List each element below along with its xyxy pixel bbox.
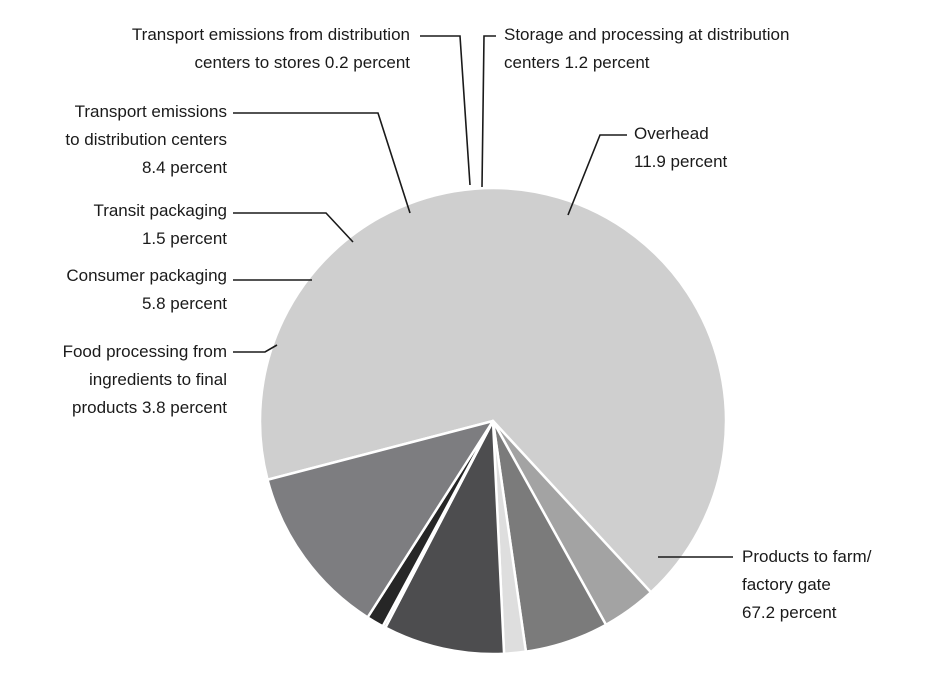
slice-label-line: ingredients to final bbox=[89, 370, 227, 389]
slice-label-line: Overhead bbox=[634, 124, 709, 143]
pie-slice bbox=[266, 419, 495, 619]
slice-label-line: to distribution centers bbox=[65, 130, 227, 149]
slice-label-line: products 3.8 percent bbox=[72, 398, 227, 417]
pie-slice bbox=[258, 186, 728, 594]
slice-label: Consumer packaging 5.8 percent bbox=[66, 266, 227, 313]
leader-line bbox=[567, 134, 627, 216]
slice-label-line: 8.4 percent bbox=[142, 158, 227, 177]
slice-label-line: 1.5 percent bbox=[142, 229, 227, 248]
slice-labels: Products to farm/factory gate 67.2 percen… bbox=[63, 25, 872, 622]
slice-label-line: centers to stores 0.2 percent bbox=[195, 53, 411, 72]
slice-label-line: 5.8 percent bbox=[142, 294, 227, 313]
slice-label-line: Transport emissions from distribution bbox=[132, 25, 410, 44]
slice-label-line: factory gate bbox=[742, 575, 831, 594]
slice-label-line: Food processing from bbox=[63, 342, 227, 361]
slice-label: Products to farm/factory gate 67.2 percen… bbox=[742, 547, 872, 622]
slice-label-line: Transport emissions bbox=[75, 102, 227, 121]
slice-label-line: centers 1.2 percent bbox=[504, 53, 650, 72]
leader-line bbox=[233, 344, 278, 353]
pie-slices bbox=[258, 186, 728, 656]
slice-label-line: 11.9 percent bbox=[634, 152, 728, 171]
leader-line bbox=[481, 35, 496, 188]
slice-label-line: 67.2 percent bbox=[742, 603, 837, 622]
leader-line bbox=[233, 112, 411, 214]
slice-label-line: Storage and processing at distribution bbox=[504, 25, 789, 44]
slice-label: Food processing from ingredients to final… bbox=[63, 342, 228, 417]
slice-label-line: Consumer packaging bbox=[66, 266, 227, 285]
leader-line bbox=[420, 35, 471, 186]
slice-label: Overhead 11.9 percent bbox=[634, 124, 728, 171]
slice-label: Transport emissions to distribution cente… bbox=[65, 102, 227, 177]
slice-label: Storage and processing at distribution ce… bbox=[504, 25, 789, 72]
pie-slice bbox=[384, 419, 506, 656]
leader-lines bbox=[233, 35, 733, 558]
slice-label-line: Products to farm/ bbox=[742, 547, 872, 566]
leader-line bbox=[233, 212, 354, 243]
slice-label: Transit packaging 1.5 percent bbox=[93, 201, 227, 248]
slice-label: Transport emissions from distribution cen… bbox=[132, 25, 410, 72]
slice-label-line: Transit packaging bbox=[93, 201, 227, 220]
